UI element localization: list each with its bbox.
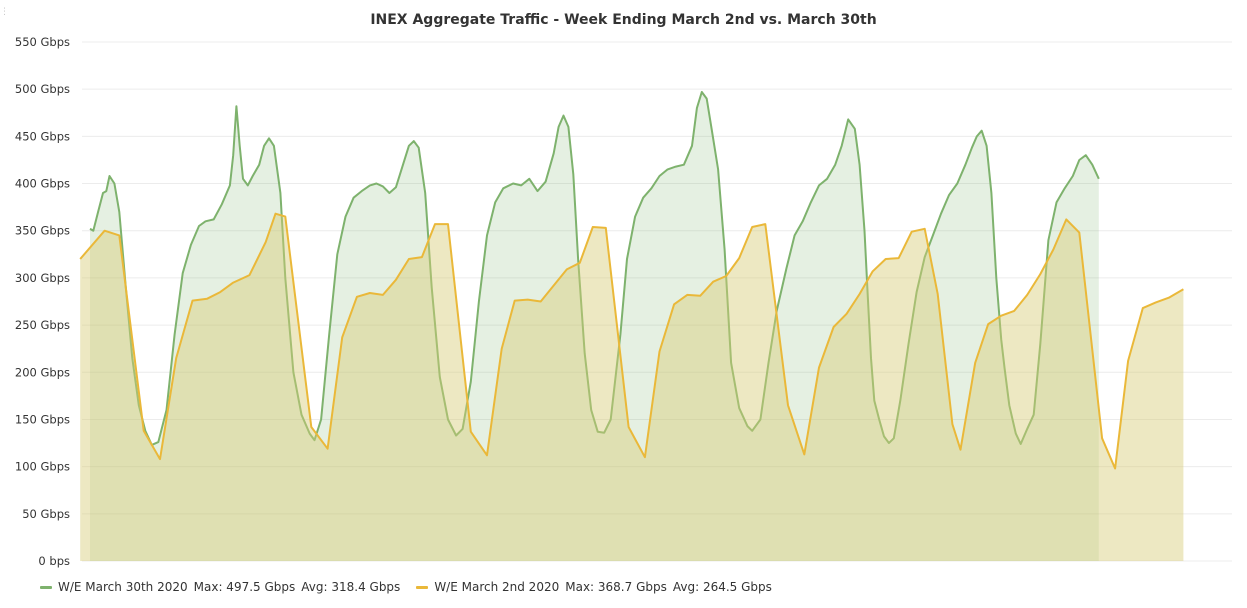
y-tick-label: 400 Gbps — [15, 177, 70, 191]
chart-grid — [82, 41, 1232, 562]
legend-item-march-30th[interactable]: W/E March 30th 2020 Max: 497.5 Gbps Avg:… — [40, 580, 406, 594]
y-tick-label: 200 Gbps — [15, 365, 70, 379]
y-tick-label: 50 Gbps — [22, 507, 70, 521]
legend-item-march-2nd[interactable]: W/E March 2nd 2020 Max: 368.7 Gbps Avg: … — [416, 580, 778, 594]
legend-swatch-march-2nd — [416, 585, 429, 589]
series-march-30th-line[interactable] — [89, 91, 1100, 446]
legend-max: Max: 497.5 Gbps — [193, 580, 296, 594]
y-tick-label: 350 Gbps — [15, 224, 70, 238]
legend: W/E March 30th 2020 Max: 497.5 Gbps Avg:… — [40, 578, 788, 596]
traffic-chart[interactable]: 0 bps 50 Gbps 100 Gbps 150 Gbps 200 Gbps 250 … — [0, 0, 1247, 575]
legend-max: Max: 368.7 Gbps — [565, 580, 667, 594]
legend-avg: Avg: 318.4 Gbps — [301, 580, 401, 594]
y-tick-label: 0 bps — [38, 554, 70, 568]
y-tick-label: 500 Gbps — [15, 82, 70, 96]
panel-title[interactable]: INEX Aggregate Traffic - Week Ending Mar… — [370, 12, 877, 28]
legend-swatch-march-30th — [40, 585, 52, 589]
y-tick-label: 550 Gbps — [15, 35, 70, 49]
series-layer[interactable] — [79, 91, 1184, 561]
series-march-30th-area — [90, 92, 1099, 561]
legend-label[interactable]: W/E March 2nd 2020 — [434, 580, 560, 594]
y-tick-label: 450 Gbps — [15, 129, 70, 143]
y-axis: 0 bps 50 Gbps 100 Gbps 150 Gbps 200 Gbps 250 … — [15, 35, 70, 568]
y-tick-label: 250 Gbps — [15, 318, 70, 332]
y-tick-label: 100 Gbps — [15, 460, 70, 474]
legend-label[interactable]: W/E March 30th 2020 — [58, 580, 188, 594]
series-march-2nd-line[interactable] — [79, 212, 1184, 470]
legend-avg: Avg: 264.5 Gbps — [672, 580, 772, 594]
y-tick-label: 300 Gbps — [15, 271, 70, 285]
y-tick-label: 150 Gbps — [15, 412, 70, 426]
